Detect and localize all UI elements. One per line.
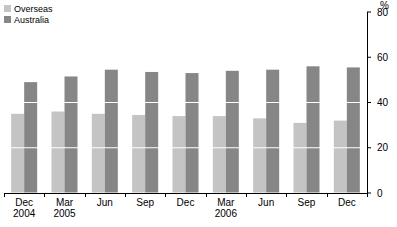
y-tick-label: 0 <box>377 188 383 199</box>
x-tick <box>85 193 86 197</box>
x-tick <box>44 193 45 197</box>
bar <box>173 116 186 193</box>
grid-line <box>4 147 367 148</box>
legend-label: Overseas <box>14 4 53 14</box>
x-tick-label: Sep <box>136 197 154 208</box>
x-tick-label: Jun <box>258 197 274 208</box>
y-tick <box>367 57 371 58</box>
x-tick-label-line: Sep <box>136 197 154 208</box>
x-tick-label-line: Jun <box>258 197 274 208</box>
x-tick <box>367 193 368 197</box>
bar <box>294 123 307 193</box>
bar <box>253 118 266 193</box>
x-tick-label-line: Dec <box>15 197 33 208</box>
x-tick-label-line: Jun <box>97 197 113 208</box>
bar <box>92 114 105 193</box>
x-tick-label: Mar2006 <box>215 197 238 219</box>
grid-line <box>4 193 367 194</box>
x-tick-label-line: 2006 <box>215 208 238 219</box>
bar <box>347 67 360 193</box>
y-tick <box>367 12 371 13</box>
x-tick-label: Jun <box>97 197 113 208</box>
grid-line <box>4 57 367 58</box>
chart-svg: 020406080%Dec2004Mar2005JunSepDecMar2006… <box>0 0 397 227</box>
chart-root: 020406080%Dec2004Mar2005JunSepDecMar2006… <box>0 0 397 227</box>
bar <box>334 121 347 193</box>
x-tick-label: Dec2004 <box>13 197 36 219</box>
x-tick-label-line: Sep <box>298 197 316 208</box>
x-tick-label-line: Dec <box>338 197 356 208</box>
bar <box>65 76 78 193</box>
legend-swatch <box>4 16 11 23</box>
bar <box>105 70 118 193</box>
x-tick <box>125 193 126 197</box>
x-tick-label: Dec <box>338 197 356 208</box>
y-tick-label: 60 <box>377 52 389 63</box>
x-tick-label-line: Dec <box>177 197 195 208</box>
bar <box>145 72 158 193</box>
x-tick-label-line: 2004 <box>13 208 36 219</box>
x-axis <box>4 193 367 194</box>
y-tick-label: 20 <box>377 142 389 153</box>
x-tick <box>246 193 247 197</box>
x-tick <box>206 193 207 197</box>
x-tick <box>327 193 328 197</box>
grid-line <box>4 12 367 13</box>
x-tick-label-line: 2005 <box>53 208 76 219</box>
y-axis-label: % <box>380 0 389 11</box>
bar <box>226 71 239 193</box>
bars <box>11 66 360 193</box>
bar <box>307 66 320 193</box>
y-tick <box>367 102 371 103</box>
x-tick-label: Mar2005 <box>53 197 76 219</box>
bar <box>186 73 199 193</box>
y-tick-label: 40 <box>377 97 389 108</box>
legend-swatch <box>4 5 11 12</box>
bar <box>52 112 65 193</box>
x-tick-label: Sep <box>298 197 316 208</box>
bar <box>132 115 145 193</box>
x-tick-label-line: Mar <box>217 197 235 208</box>
x-tick <box>286 193 287 197</box>
bar <box>24 82 37 193</box>
legend-label: Australia <box>14 15 49 25</box>
bar <box>266 70 279 193</box>
x-tick <box>165 193 166 197</box>
grid-line <box>4 102 367 103</box>
x-tick-label: Dec <box>177 197 195 208</box>
y-tick <box>367 147 371 148</box>
x-tick <box>4 193 5 197</box>
bar <box>213 116 226 193</box>
bar <box>11 114 24 193</box>
x-tick-label-line: Mar <box>56 197 74 208</box>
